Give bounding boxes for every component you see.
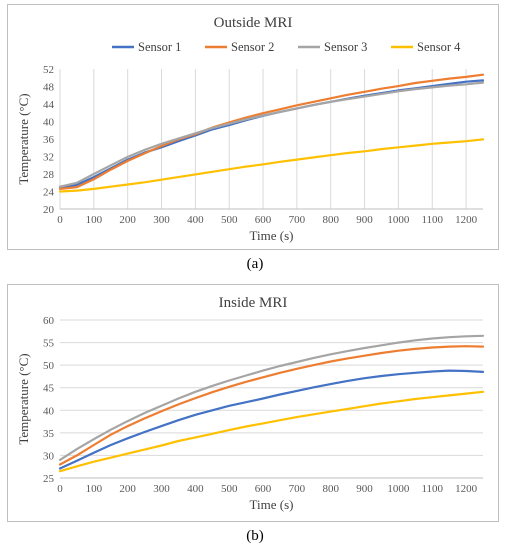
series-line-sensor-4 (58, 390, 485, 473)
legend-label: Sensor 1 (138, 40, 181, 54)
x-tick-label: 200 (119, 214, 136, 226)
y-tick-label: 48 (43, 82, 55, 94)
chart-panel-outside: Outside MRI Sensor 1 Sensor 2 Sensor 3 Senso… (7, 4, 499, 250)
y-tick-label: 40 (43, 405, 55, 417)
x-tick-label: 0 (57, 214, 63, 226)
y-tick-label: 28 (43, 169, 55, 181)
x-tick-label: 1100 (421, 483, 443, 495)
y-tick-label: 36 (43, 134, 55, 146)
x-tick-label: 500 (221, 483, 238, 495)
x-tick-label: 200 (119, 483, 136, 495)
x-tick-label: 0 (57, 483, 63, 495)
y-tick-label: 60 (43, 315, 55, 327)
x-tick-label: 1200 (455, 483, 478, 495)
y-tick-label: 50 (43, 360, 55, 372)
figure-caption-b: (b) (246, 528, 264, 544)
x-tick-label: 400 (187, 214, 204, 226)
y-tick-label: 24 (43, 187, 55, 199)
series-line-sensor-1 (58, 369, 485, 470)
series-line-sensor-3 (58, 334, 485, 461)
legend-label: Sensor 3 (324, 40, 367, 54)
x-tick-label: 300 (153, 214, 170, 226)
y-tick-label: 20 (43, 204, 55, 216)
x-tick-label: 400 (187, 483, 204, 495)
x-tick-label: 1200 (455, 214, 478, 226)
chart-title: Inside MRI (219, 295, 288, 311)
x-tick-label: 900 (356, 214, 373, 226)
series-line-sensor-1 (58, 79, 485, 190)
x-tick-label: 500 (221, 214, 238, 226)
y-tick-label: 55 (43, 338, 55, 350)
legend-label: Sensor 4 (417, 40, 461, 54)
y-tick-label: 32 (43, 152, 54, 164)
series-line-sensor-2 (58, 73, 485, 190)
x-tick-label: 100 (86, 214, 103, 226)
x-tick-label: 300 (153, 483, 170, 495)
y-tick-label: 44 (43, 99, 55, 111)
y-tick-label: 40 (43, 117, 55, 129)
figure-caption-a: (a) (246, 256, 264, 272)
y-tick-label: 25 (43, 473, 55, 485)
x-tick-label: 600 (255, 483, 272, 495)
chart-title: Outside MRI (214, 15, 293, 31)
series-line-sensor-3 (58, 81, 485, 188)
x-axis-label: Time (s) (250, 497, 294, 512)
y-axis-label: Temperature (°C) (16, 353, 31, 444)
x-tick-label: 1000 (387, 483, 410, 495)
y-tick-label: 35 (43, 428, 55, 440)
chart-outside-mri: Outside MRI Sensor 1 Sensor 2 Sensor 3 Senso… (16, 15, 485, 243)
x-axis-label: Time (s) (250, 228, 294, 243)
x-tick-label: 900 (356, 483, 373, 495)
y-tick-label: 30 (43, 450, 55, 462)
x-tick-label: 700 (289, 214, 306, 226)
x-tick-label: 1100 (421, 214, 443, 226)
x-tick-label: 800 (322, 483, 339, 495)
x-tick-label: 800 (322, 214, 339, 226)
x-tick-label: 700 (289, 483, 306, 495)
x-tick-label: 600 (255, 214, 272, 226)
series-line-sensor-4 (58, 138, 485, 193)
y-tick-label: 52 (43, 64, 54, 76)
y-axis-label: Temperature (°C) (16, 93, 31, 184)
legend-label: Sensor 2 (231, 40, 274, 54)
series-line-sensor-2 (58, 345, 485, 466)
x-tick-label: 1000 (387, 214, 410, 226)
chart-panel-inside: Inside MRI 25 30 35 40 45 50 55 60 0 100 200 300 400 5… (7, 284, 499, 522)
x-tick-label: 100 (86, 483, 103, 495)
y-tick-label: 45 (43, 383, 55, 395)
